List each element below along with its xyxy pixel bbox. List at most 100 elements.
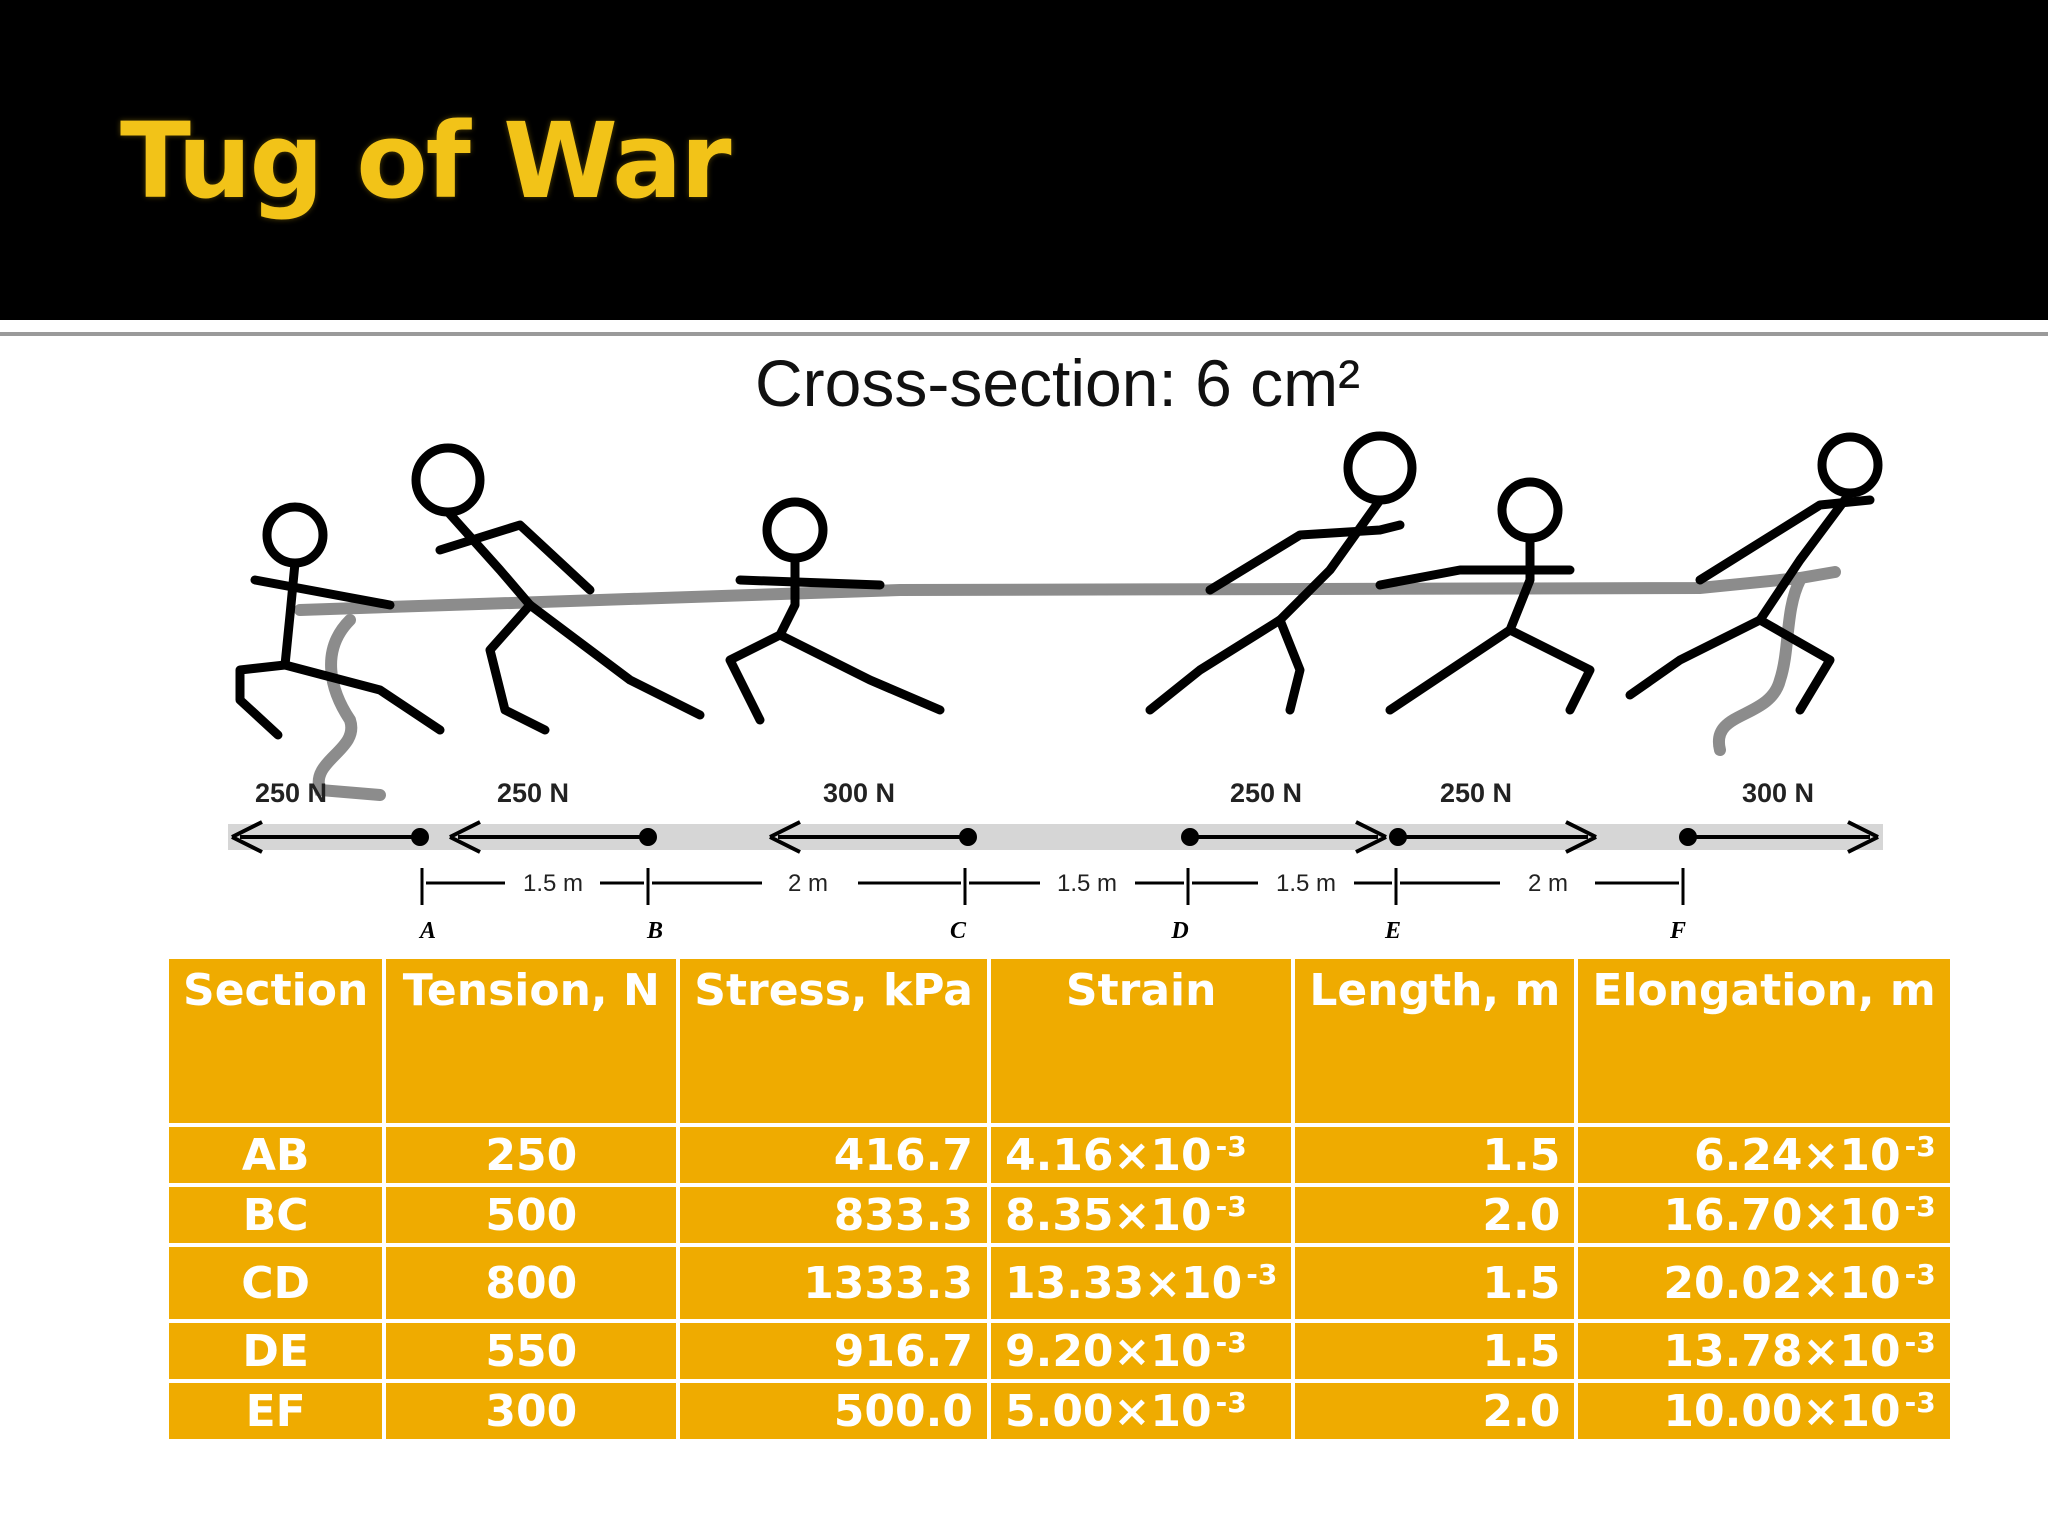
strain-value: 4.16×10: [1004, 1129, 1212, 1181]
exponent: -3: [1904, 1325, 1936, 1359]
span-label: 1.5 m: [1057, 870, 1117, 897]
exponent: -3: [1904, 1189, 1936, 1223]
point-label: D: [1170, 918, 1188, 940]
table-row: BC 500 833.3 8.35×10 -3 2.0 16.70×10 -3: [164, 1183, 1954, 1247]
exponent: -3: [1215, 1189, 1247, 1223]
length-cell: 1.5: [1291, 1319, 1579, 1383]
span-label: 1.5 m: [1276, 870, 1336, 897]
section-cell: EF: [164, 1379, 387, 1443]
point-label: C: [950, 918, 967, 940]
elongation-cell: 6.24×10 -3: [1574, 1123, 1954, 1187]
section-cell: BC: [164, 1183, 387, 1247]
exponent: -3: [1904, 1129, 1936, 1163]
strain-cell: 9.20×10 -3: [986, 1319, 1296, 1383]
span-label: 2 m: [1528, 870, 1568, 897]
strain-value: 5.00×10: [1004, 1385, 1212, 1437]
exponent: -3: [1215, 1325, 1247, 1359]
table-row: DE 550 916.7 9.20×10 -3 1.5 13.78×10 -3: [164, 1319, 1954, 1383]
span-label: 2 m: [788, 870, 828, 897]
length-cell: 2.0: [1291, 1379, 1579, 1443]
elongation-value: 6.24×10: [1693, 1129, 1901, 1181]
elongation-cell: 10.00×10 -3: [1574, 1379, 1954, 1443]
stress-cell: 500.0: [676, 1379, 991, 1443]
strain-value: 13.33×10: [1004, 1257, 1243, 1309]
point-label: A: [418, 918, 436, 940]
column-header: Section: [164, 955, 387, 1127]
column-header: Elongation, m: [1574, 955, 1954, 1127]
force-label: 300 N: [823, 778, 895, 808]
exponent: -3: [1215, 1385, 1247, 1419]
force-label: 250 N: [1230, 778, 1302, 808]
tension-cell: 250: [382, 1123, 681, 1187]
exponent: -3: [1246, 1257, 1278, 1291]
puller-figure: [725, 497, 945, 725]
table-header-row: Section Tension, N Stress, kPa Strain Le…: [164, 955, 1954, 1127]
strain-value: 8.35×10: [1004, 1189, 1212, 1241]
results-table: Section Tension, N Stress, kPa Strain Le…: [164, 955, 1954, 1443]
section-cell: CD: [164, 1243, 387, 1323]
puller-figure: [411, 443, 705, 735]
exponent: -3: [1904, 1385, 1936, 1419]
strain-cell: 4.16×10 -3: [986, 1123, 1296, 1187]
column-header: Length, m: [1291, 955, 1579, 1127]
title-divider: [0, 320, 2048, 330]
strain-cell: 5.00×10 -3: [986, 1379, 1296, 1443]
length-cell: 1.5: [1291, 1123, 1579, 1187]
force-label: 250 N: [497, 778, 569, 808]
team-left: [235, 443, 945, 740]
force-label: 300 N: [1742, 778, 1814, 808]
elongation-cell: 13.78×10 -3: [1574, 1319, 1954, 1383]
stress-cell: 1333.3: [676, 1243, 991, 1323]
elongation-value: 16.70×10: [1663, 1189, 1901, 1241]
elongation-cell: 20.02×10 -3: [1574, 1243, 1954, 1323]
right-arrow: [1389, 820, 1597, 854]
stress-cell: 916.7: [676, 1319, 991, 1383]
strain-cell: 13.33×10 -3: [986, 1243, 1296, 1323]
rope: [294, 566, 1841, 801]
tension-cell: 800: [382, 1243, 681, 1323]
length-cell: 1.5: [1291, 1243, 1579, 1323]
slide-title: Tug of War: [120, 100, 732, 222]
tension-cell: 300: [382, 1379, 681, 1443]
strain-cell: 8.35×10 -3: [986, 1183, 1296, 1247]
elongation-value: 10.00×10: [1663, 1385, 1901, 1437]
section-cell: DE: [164, 1319, 387, 1383]
table-row: EF 300 500.0 5.00×10 -3 2.0 10.00×10 -3: [164, 1379, 1954, 1443]
title-rule: [0, 332, 2048, 336]
point-label: F: [1669, 918, 1686, 940]
puller-figure: [1375, 477, 1595, 715]
elongation-value: 20.02×10: [1663, 1257, 1901, 1309]
point-label: E: [1384, 918, 1401, 940]
force-label: 250 N: [1440, 778, 1512, 808]
left-arrow: [449, 820, 657, 854]
exponent: -3: [1215, 1129, 1247, 1163]
span-label: 1.5 m: [523, 870, 583, 897]
left-arrow: [231, 820, 429, 854]
puller-figure: [235, 502, 445, 740]
force-label: 250 N: [255, 778, 327, 808]
column-header: Strain: [986, 955, 1296, 1127]
elongation-cell: 16.70×10 -3: [1574, 1183, 1954, 1247]
strain-value: 9.20×10: [1004, 1325, 1212, 1377]
column-header: Stress, kPa: [676, 955, 991, 1127]
stress-cell: 416.7: [676, 1123, 991, 1187]
tension-cell: 550: [382, 1319, 681, 1383]
tension-cell: 500: [382, 1183, 681, 1247]
title-bar: [0, 0, 2048, 320]
section-cell: AB: [164, 1123, 387, 1187]
exponent: -3: [1904, 1257, 1936, 1291]
table-row: CD 800 1333.3 13.33×10 -3 1.5 20.02×10 -3: [164, 1243, 1954, 1323]
stress-cell: 833.3: [676, 1183, 991, 1247]
puller-figure: [1145, 431, 1417, 715]
puller-figure: [1625, 432, 1883, 715]
dimension-line: [420, 868, 1685, 905]
tug-of-war-diagram: 250 N 250 N 300 N 250 N 250 N 300 N: [228, 431, 1883, 940]
elongation-value: 13.78×10: [1663, 1325, 1901, 1377]
right-arrow: [1679, 820, 1879, 854]
table-row: AB 250 416.7 4.16×10 -3 1.5 6.24×10 -3: [164, 1123, 1954, 1187]
right-arrow: [1181, 820, 1387, 854]
team-right: [1145, 431, 1883, 715]
cross-section-label: Cross-section: 6 cm²: [755, 346, 1361, 420]
column-header: Tension, N: [382, 955, 681, 1127]
left-arrow: [769, 820, 977, 854]
